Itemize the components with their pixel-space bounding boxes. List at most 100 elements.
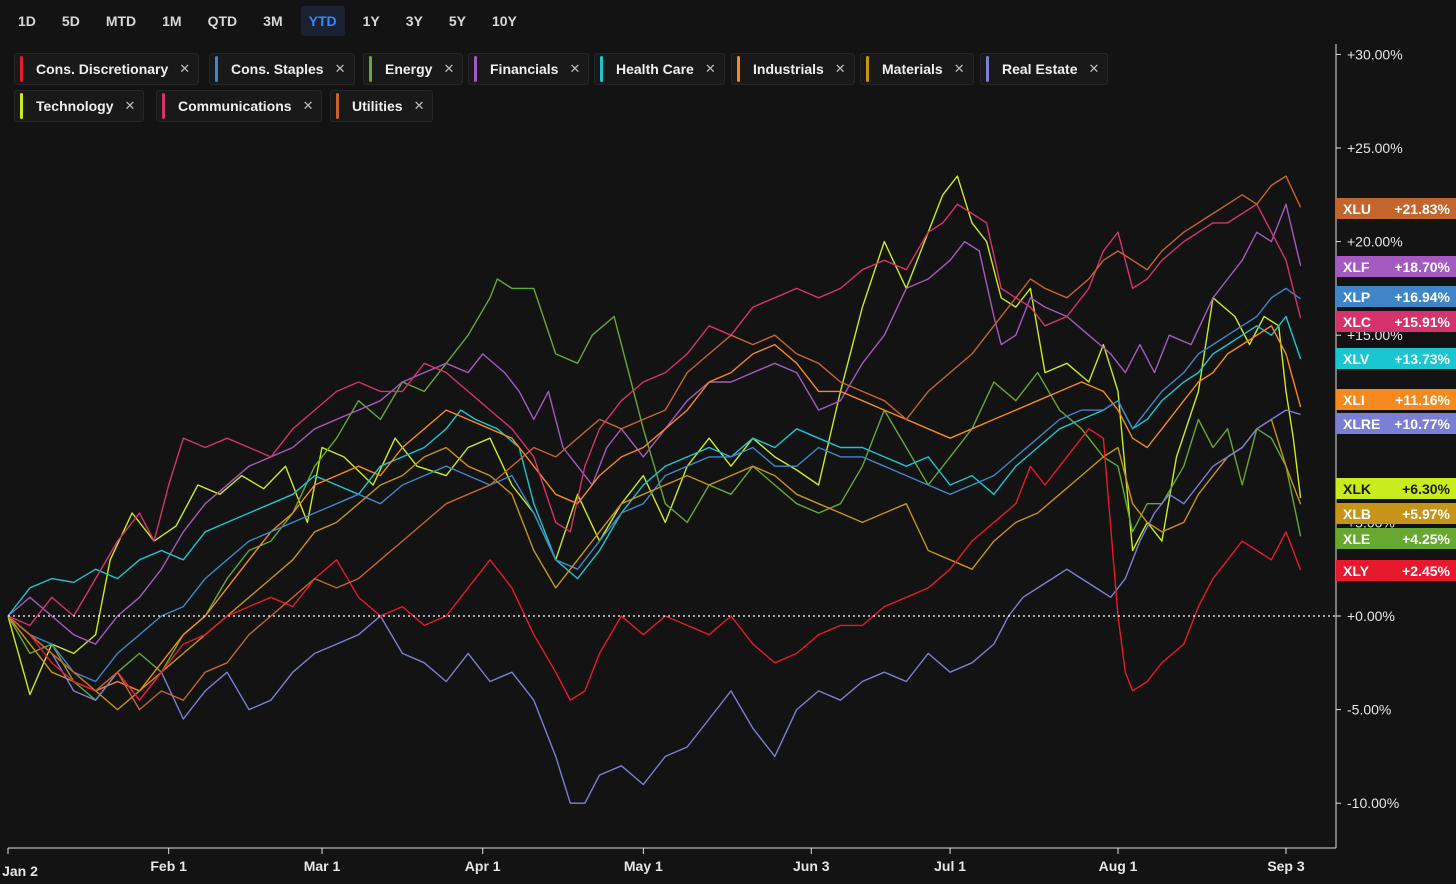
series-line-xlv[interactable] xyxy=(7,315,1302,617)
end-tag-value: +6.30% xyxy=(1402,480,1450,497)
end-tag-ticker: XLI xyxy=(1343,391,1365,408)
legend-label: Real Estate xyxy=(1002,61,1078,77)
remove-series-icon[interactable]: ✕ xyxy=(569,61,581,76)
legend-swatch xyxy=(336,93,339,119)
end-tag-value: +21.83% xyxy=(1394,200,1450,217)
x-tick-label: Jul 1 xyxy=(934,858,966,874)
end-tag-ticker: XLP xyxy=(1343,288,1371,305)
remove-series-icon[interactable]: ✕ xyxy=(834,61,846,76)
legend-chip-industrials[interactable]: Industrials ✕ xyxy=(731,53,855,85)
legend-chip-utilities[interactable]: Utilities ✕ xyxy=(330,90,434,122)
remove-series-icon[interactable]: ✕ xyxy=(704,61,716,76)
legend-chip-technology[interactable]: Technology ✕ xyxy=(14,90,145,122)
end-tag-value: +15.91% xyxy=(1394,313,1450,330)
series-line-xlre[interactable] xyxy=(7,409,1301,804)
end-tag-xle: XLE +4.25% xyxy=(1336,528,1456,549)
legend-swatch xyxy=(215,56,218,82)
range-button-ytd[interactable]: YTD xyxy=(300,6,345,36)
legend-chip-real-estate[interactable]: Real Estate ✕ xyxy=(980,53,1109,85)
y-tick-label: -5.00% xyxy=(1347,702,1391,718)
legend-chip-cons-staples[interactable]: Cons. Staples ✕ xyxy=(209,53,355,85)
legend-chip-energy[interactable]: Energy ✕ xyxy=(363,53,464,85)
end-tag-xlf: XLF +18.70% xyxy=(1336,256,1456,277)
remove-series-icon[interactable]: ✕ xyxy=(953,61,965,76)
remove-series-icon[interactable]: ✕ xyxy=(179,61,191,76)
legend-chip-materials[interactable]: Materials ✕ xyxy=(860,53,974,85)
series-line-xly[interactable] xyxy=(7,428,1302,701)
legend-label: Materials xyxy=(882,61,943,77)
legend-chip-health-care[interactable]: Health Care ✕ xyxy=(594,53,725,85)
end-tag-value: +18.70% xyxy=(1394,258,1450,275)
series-line-xlp[interactable] xyxy=(7,287,1302,683)
legend-label: Cons. Discretionary xyxy=(36,61,169,77)
end-tag-xly: XLY +2.45% xyxy=(1336,560,1456,581)
legend-swatch xyxy=(369,56,372,82)
range-button-5d[interactable]: 5D xyxy=(61,13,80,29)
legend-label: Financials xyxy=(490,61,559,77)
range-button-qtd[interactable]: QTD xyxy=(207,13,238,29)
range-button-10y[interactable]: 10Y xyxy=(491,13,517,29)
x-tick-label: Jun 3 xyxy=(793,858,830,874)
series-line-xlk[interactable] xyxy=(7,175,1302,696)
series-lines xyxy=(7,175,1302,804)
legend-swatch xyxy=(600,56,603,82)
legend-label: Energy xyxy=(385,61,433,77)
end-tag-ticker: XLK xyxy=(1343,480,1371,497)
end-tag-xlc: XLC +15.91% xyxy=(1336,311,1456,332)
legend-swatch xyxy=(162,93,165,119)
legend-swatch xyxy=(20,93,23,119)
end-tag-xlv: XLV +13.73% xyxy=(1336,348,1456,369)
series-line-xle[interactable] xyxy=(7,278,1302,701)
series-line-xlc[interactable] xyxy=(7,203,1302,627)
y-tick-label: +30.00% xyxy=(1347,46,1403,62)
x-tick-label: Sep 3 xyxy=(1267,858,1305,874)
legend-swatch xyxy=(866,56,869,82)
end-tag-ticker: XLC xyxy=(1343,313,1371,330)
end-tag-value: +5.97% xyxy=(1402,505,1450,522)
end-tag-xli: XLI +11.16% xyxy=(1336,389,1456,410)
legend-chip-communications[interactable]: Communications ✕ xyxy=(156,90,323,122)
y-tick-label: +25.00% xyxy=(1347,140,1403,156)
end-tag-value: +13.73% xyxy=(1394,350,1450,367)
legend-swatch xyxy=(986,56,989,82)
end-tag-ticker: XLF xyxy=(1343,258,1370,275)
x-tick-label: Apr 1 xyxy=(465,858,501,874)
y-tick-label: +20.00% xyxy=(1347,234,1403,250)
end-tag-ticker: XLV xyxy=(1343,350,1370,367)
legend-label: Cons. Staples xyxy=(231,61,324,77)
legend-chip-cons-discretionary[interactable]: Cons. Discretionary ✕ xyxy=(14,53,200,85)
legend-label: Technology xyxy=(36,98,114,114)
series-line-xlu[interactable] xyxy=(7,175,1302,711)
end-tag-ticker: XLRE xyxy=(1343,415,1381,432)
x-axis-ticks: Jan 2 Feb 1 Mar 1 Apr 1 May 1 Jun 3 Jul 1 Aug 1… xyxy=(2,848,1305,879)
remove-series-icon[interactable]: ✕ xyxy=(443,61,455,76)
range-button-1m[interactable]: 1M xyxy=(162,13,182,29)
y-tick-label: -10.00% xyxy=(1347,795,1399,811)
range-button-1y[interactable]: 1Y xyxy=(362,13,380,29)
x-tick-label: May 1 xyxy=(624,858,663,874)
legend-chip-financials[interactable]: Financials ✕ xyxy=(468,53,590,85)
range-button-1d[interactable]: 1D xyxy=(18,13,36,29)
legend-label: Utilities xyxy=(352,98,403,114)
range-button-3m[interactable]: 3M xyxy=(263,13,283,29)
range-button-mtd[interactable]: MTD xyxy=(105,13,137,29)
end-tag-ticker: XLU xyxy=(1343,200,1371,217)
legend-label: Health Care xyxy=(616,61,694,77)
range-button-5y[interactable]: 5Y xyxy=(448,13,466,29)
series-line-xlb[interactable] xyxy=(7,418,1302,711)
end-tag-ticker: XLB xyxy=(1343,505,1371,522)
remove-series-icon[interactable]: ✕ xyxy=(124,98,136,113)
remove-series-icon[interactable]: ✕ xyxy=(302,98,314,113)
remove-series-icon[interactable]: ✕ xyxy=(334,61,346,76)
end-tag-ticker: XLY xyxy=(1343,562,1369,579)
x-tick-label: Mar 1 xyxy=(304,858,341,874)
remove-series-icon[interactable]: ✕ xyxy=(1088,61,1100,76)
range-button-3y[interactable]: 3Y xyxy=(405,13,423,29)
end-tag-value: +2.45% xyxy=(1402,562,1450,579)
series-line-xlf[interactable] xyxy=(7,203,1302,645)
series-line-xli[interactable] xyxy=(7,325,1302,692)
remove-series-icon[interactable]: ✕ xyxy=(413,98,425,113)
legend-label: Industrials xyxy=(753,61,824,77)
time-range-bar: 1D 5D MTD 1M QTD 3M YTD 1Y 3Y 5Y 10Y xyxy=(0,0,1456,42)
